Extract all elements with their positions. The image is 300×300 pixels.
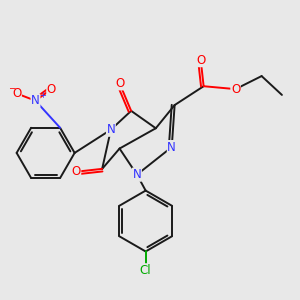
Text: O: O xyxy=(196,54,206,67)
Text: O: O xyxy=(231,82,240,96)
Text: N: N xyxy=(106,123,115,136)
Text: Cl: Cl xyxy=(140,264,152,277)
Text: O: O xyxy=(12,87,21,100)
Text: −: − xyxy=(8,83,15,92)
Text: +: + xyxy=(39,91,46,100)
Text: O: O xyxy=(71,165,81,178)
Text: N: N xyxy=(31,94,40,107)
Text: N: N xyxy=(133,168,141,181)
Text: O: O xyxy=(115,77,124,90)
Text: O: O xyxy=(47,82,56,96)
Text: N: N xyxy=(167,141,176,154)
